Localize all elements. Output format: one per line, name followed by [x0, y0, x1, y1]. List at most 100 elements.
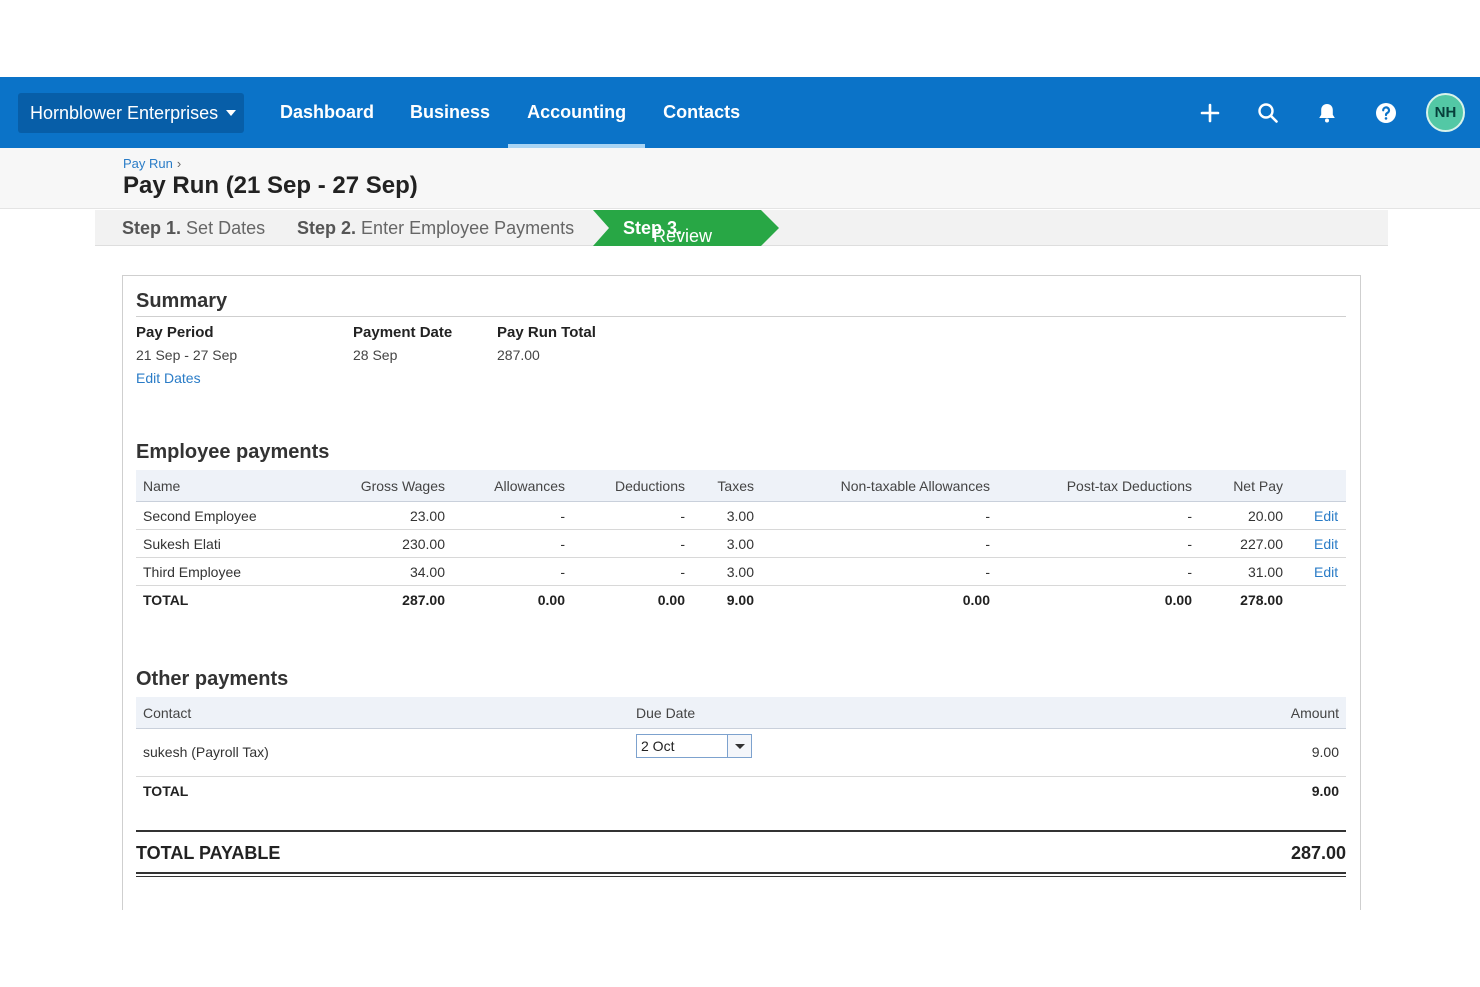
col-post-tax-deductions: Post-tax Deductions: [1066, 478, 1192, 494]
other-payments-title: Other payments: [136, 668, 289, 690]
col-amount: Amount: [1290, 705, 1339, 721]
post-tax-deductions: -: [1187, 536, 1192, 552]
payment-amount: 9.00: [1311, 744, 1339, 760]
top-navigation-bar: Hornblower Enterprises Dashboard Busines…: [0, 77, 1480, 148]
other-total-amount: 9.00: [1311, 783, 1339, 799]
deductions: -: [680, 564, 685, 580]
total-non-taxable-allowances: 0.00: [962, 592, 990, 608]
total-gross-wages: 287.00: [402, 592, 445, 608]
col-contact: Contact: [143, 705, 192, 721]
pay-run-total-value: 287.00: [497, 347, 540, 363]
page-title: Pay Run (21 Sep - 27 Sep): [123, 172, 418, 199]
review-panel: [122, 275, 1361, 910]
deductions: -: [680, 508, 685, 524]
payment-date-label: Payment Date: [353, 324, 453, 341]
non-taxable-allowances: -: [985, 508, 990, 524]
breadcrumb-pay-run[interactable]: Pay Run: [123, 156, 173, 171]
edit-link[interactable]: Edit: [1314, 508, 1339, 524]
summary-title: Summary: [136, 290, 228, 312]
due-date-select[interactable]: 2 Oct: [636, 734, 752, 758]
total-label: TOTAL: [143, 592, 189, 608]
breadcrumb-separator: ›: [176, 156, 182, 171]
employee-payments-title: Employee payments: [136, 441, 330, 463]
total-payable-double-rule: [136, 876, 1346, 877]
step-2-number: Step 2.: [297, 218, 357, 238]
non-taxable-allowances: -: [985, 564, 990, 580]
col-net-pay: Net Pay: [1233, 478, 1283, 494]
employee-name: Third Employee: [143, 564, 242, 580]
help-icon[interactable]: [1374, 101, 1398, 125]
table-total-row: TOTAL 287.00 0.00 0.00 9.00 0.00 0.00 27…: [136, 586, 1346, 614]
employee-name: Second Employee: [143, 508, 257, 524]
nav-contacts[interactable]: Contacts: [663, 102, 741, 122]
user-avatar[interactable]: NH: [1426, 93, 1465, 132]
total-payable-label: TOTAL PAYABLE: [136, 843, 281, 863]
edit-dates-link[interactable]: Edit Dates: [136, 370, 201, 386]
deductions: -: [680, 536, 685, 552]
net-pay: 31.00: [1247, 564, 1283, 580]
employee-name: Sukesh Elati: [143, 536, 221, 552]
post-tax-deductions: -: [1187, 564, 1192, 580]
contact-name: sukesh (Payroll Tax): [143, 744, 269, 760]
edit-link[interactable]: Edit: [1314, 564, 1339, 580]
pay-period-label: Pay Period: [136, 324, 214, 341]
step-arrow-shape: [593, 210, 779, 246]
total-net-pay: 278.00: [1240, 592, 1283, 608]
taxes: 3.00: [726, 564, 754, 580]
payment-date-value: 28 Sep: [353, 347, 398, 363]
step-2-label: Enter Employee Payments: [361, 218, 575, 238]
net-pay: 227.00: [1240, 536, 1283, 552]
pay-run-total-label: Pay Run Total: [497, 324, 596, 341]
breadcrumb[interactable]: Pay Run ›: [123, 156, 181, 171]
total-payable-top-rule: [136, 830, 1346, 832]
page-header: Pay Run › Pay Run (21 Sep - 27 Sep): [0, 148, 1480, 209]
net-pay: 20.00: [1247, 508, 1283, 524]
gross-wages: 23.00: [409, 508, 445, 524]
organisation-name: Hornblower Enterprises: [30, 102, 219, 123]
employee-payments-header: Name Gross Wages Allowances Deductions T…: [136, 470, 1346, 502]
table-row: Third Employee 34.00 - - 3.00 - - 31.00 …: [136, 558, 1346, 586]
step-3-number: Step 3.: [623, 218, 683, 238]
nav-accounting[interactable]: Accounting: [508, 77, 646, 148]
total-payable-bottom-rule: [136, 872, 1346, 874]
allowances: -: [560, 564, 565, 580]
col-name: Name: [143, 478, 181, 494]
table-row: sukesh (Payroll Tax) 9.00: [136, 729, 1346, 777]
post-tax-deductions: -: [1187, 508, 1192, 524]
non-taxable-allowances: -: [985, 536, 990, 552]
total-payable-amount: 287.00: [1290, 843, 1346, 863]
total-deductions: 0.00: [657, 592, 685, 608]
edit-link[interactable]: Edit: [1314, 536, 1339, 552]
step-1[interactable]: Step 1. Set Dates: [122, 218, 265, 239]
step-2[interactable]: Step 2. Enter Employee Payments: [297, 218, 574, 239]
col-taxes: Taxes: [717, 478, 754, 494]
plus-icon[interactable]: [1198, 101, 1222, 125]
step-3-label: Review: [653, 226, 713, 246]
nav-business[interactable]: Business: [410, 102, 491, 122]
due-date-value: 2 Oct: [641, 738, 675, 754]
total-allowances: 0.00: [537, 592, 565, 608]
gross-wages: 34.00: [409, 564, 445, 580]
table-row: Second Employee 23.00 - - 3.00 - - 20.00…: [136, 502, 1346, 530]
total-taxes: 9.00: [726, 592, 754, 608]
col-due-date: Due Date: [636, 705, 696, 721]
caret-down-icon: [226, 110, 237, 116]
table-row: Sukesh Elati 230.00 - - 3.00 - - 227.00 …: [136, 530, 1346, 558]
col-non-taxable-allowances: Non-taxable Allowances: [840, 478, 990, 494]
search-icon[interactable]: [1256, 101, 1280, 125]
dropdown-arrow-icon[interactable]: [727, 735, 751, 757]
gross-wages: 230.00: [402, 536, 445, 552]
total-post-tax-deductions: 0.00: [1164, 592, 1192, 608]
step-progress-bar: Step 1. Set Dates Step 2. Enter Employee…: [95, 210, 1388, 246]
nav-dashboard[interactable]: Dashboard: [280, 102, 375, 122]
col-gross-wages: Gross Wages: [360, 478, 445, 494]
step-3-active[interactable]: Step 3. Review: [593, 210, 779, 246]
pay-period-value: 21 Sep - 27 Sep: [136, 347, 238, 363]
organisation-switcher-button[interactable]: Hornblower Enterprises: [18, 93, 244, 133]
bell-icon[interactable]: [1315, 101, 1339, 125]
taxes: 3.00: [726, 508, 754, 524]
other-total-label: TOTAL: [143, 783, 189, 799]
allowances: -: [560, 536, 565, 552]
col-deductions: Deductions: [614, 478, 685, 494]
col-allowances: Allowances: [494, 478, 565, 494]
